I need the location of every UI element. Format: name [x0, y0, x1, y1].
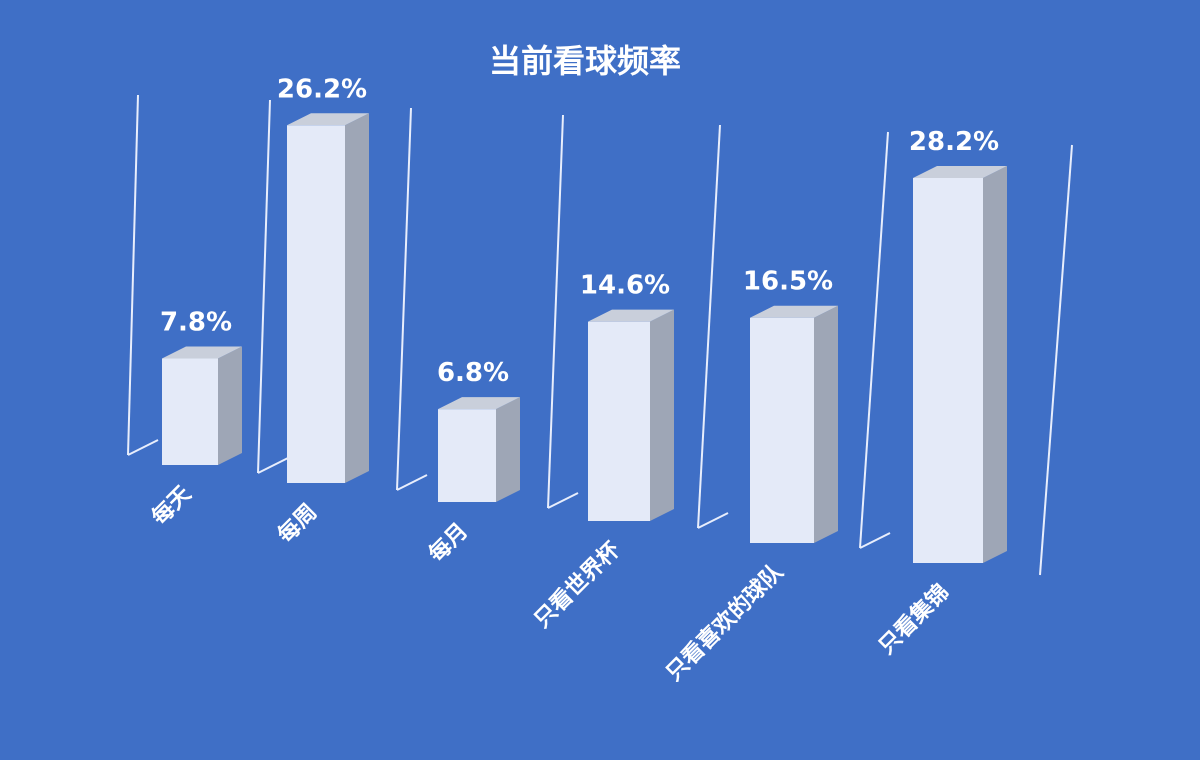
bar-side — [345, 113, 369, 483]
data-label: 26.2% — [277, 74, 367, 104]
bar — [162, 358, 218, 465]
bar-top — [913, 166, 1007, 178]
data-label: 6.8% — [437, 358, 509, 388]
wall-line — [257, 99, 271, 474]
data-label: 16.5% — [743, 267, 833, 297]
bar-top — [287, 113, 369, 126]
wall-line — [547, 114, 564, 509]
bar — [750, 317, 814, 543]
bar-side — [814, 305, 838, 543]
wall-line — [396, 107, 412, 491]
wall-line — [697, 124, 721, 529]
bar-side — [650, 309, 674, 521]
wall-line — [127, 94, 139, 456]
data-label: 7.8% — [160, 308, 232, 338]
bar — [913, 178, 983, 563]
bar-top — [162, 346, 242, 359]
bar-top — [438, 397, 520, 410]
bar — [287, 125, 345, 483]
bar — [438, 409, 496, 502]
floor-line — [396, 474, 428, 491]
bar-side — [983, 166, 1007, 563]
bar-side — [496, 397, 520, 502]
bar-side — [218, 346, 242, 465]
floor-line — [127, 439, 159, 456]
bar — [588, 321, 650, 521]
data-label: 14.6% — [580, 271, 670, 301]
bar-top — [750, 305, 838, 318]
floor-line — [257, 457, 289, 474]
floor-line — [697, 512, 729, 529]
bar-top — [588, 309, 674, 322]
floor-line — [547, 492, 579, 509]
chart-title: 当前看球频率 — [489, 42, 681, 80]
data-label: 28.2% — [909, 127, 999, 157]
floor-line — [859, 532, 891, 549]
wall-line — [859, 131, 889, 549]
wall-line — [1039, 144, 1073, 576]
